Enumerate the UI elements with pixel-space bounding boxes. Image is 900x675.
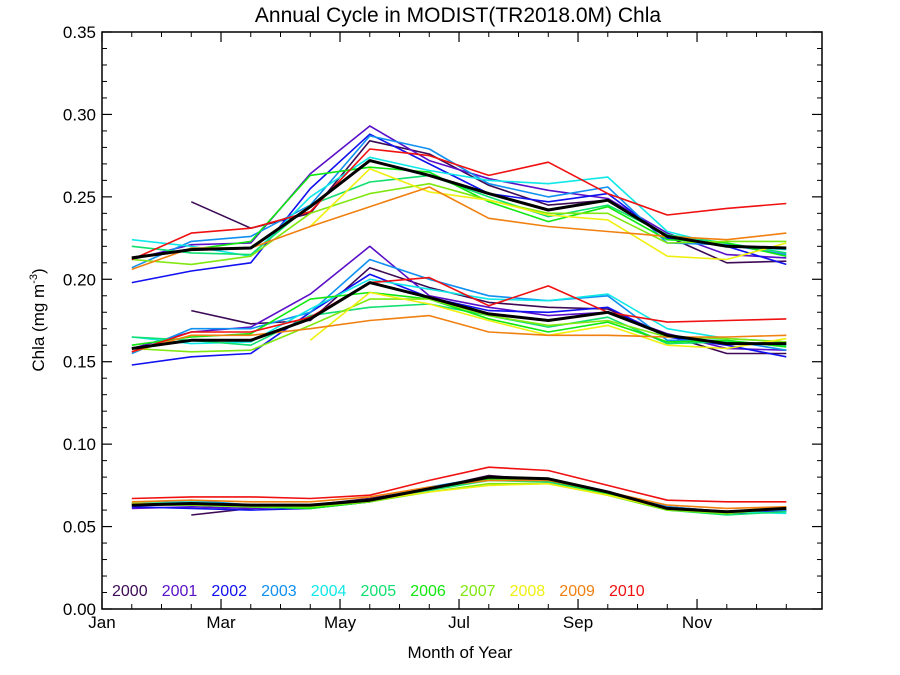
series-line-2007-group3 bbox=[131, 482, 787, 515]
legend-label-2007: 2007 bbox=[460, 583, 496, 600]
y-axis-title: Chla (mg m-3) bbox=[28, 268, 48, 371]
x-tick-label: Nov bbox=[682, 613, 713, 632]
x-axis-title: Month of Year bbox=[408, 643, 513, 662]
legend: 2000 2001 2002 2003 2004 2005 2006 2007 2008 2009… bbox=[112, 583, 645, 600]
y-tick-label: 0.30 bbox=[63, 105, 96, 124]
x-tick-label: Jul bbox=[448, 613, 470, 632]
y-tick-label: 0.20 bbox=[63, 270, 96, 289]
series-line-mean-group2 bbox=[131, 281, 787, 350]
legend-label-2009: 2009 bbox=[559, 583, 595, 600]
series-line-mean-group1 bbox=[131, 159, 787, 260]
series-line-2002-group1 bbox=[131, 133, 787, 284]
y-tick-label: 0.10 bbox=[63, 435, 96, 454]
y-tick-label: 0.05 bbox=[63, 518, 96, 537]
series-line-2010-group1 bbox=[131, 148, 787, 261]
legend-label-2002: 2002 bbox=[211, 583, 247, 600]
x-tick-label: May bbox=[324, 613, 357, 632]
series-line-2006-group1 bbox=[131, 166, 787, 259]
chart-title: Annual Cycle in MODIST(TR2018.0M) Chla bbox=[255, 4, 661, 27]
legend-label-2003: 2003 bbox=[261, 583, 297, 600]
series-layer bbox=[131, 125, 787, 516]
legend-label-2010: 2010 bbox=[609, 583, 645, 600]
y-tick-label: 0.35 bbox=[63, 23, 96, 42]
series-line-mean-group3 bbox=[131, 475, 787, 514]
axes-layer: 0.00 0.05 0.10 0.15 0.20 0.25 0.30 0.35 Jan Mar Ma… bbox=[63, 23, 822, 632]
legend-label-2008: 2008 bbox=[510, 583, 546, 600]
legend-label-2004: 2004 bbox=[311, 583, 347, 600]
legend-label-2005: 2005 bbox=[361, 583, 397, 600]
legend-label-2000: 2000 bbox=[112, 583, 148, 600]
plot-frame bbox=[101, 31, 823, 610]
y-tick-label: 0.25 bbox=[63, 188, 96, 207]
series-line-2002-group2 bbox=[131, 273, 787, 366]
legend-label-2001: 2001 bbox=[162, 583, 198, 600]
x-tick-label: Jan bbox=[88, 613, 115, 632]
series-line-2000-group1 bbox=[190, 140, 787, 264]
series-line-2007-group1 bbox=[131, 182, 787, 266]
series-line-2003-group2 bbox=[131, 258, 787, 355]
x-tick-label: Sep bbox=[563, 613, 593, 632]
series-line-2010-group3 bbox=[131, 466, 787, 503]
series-line-2004-group2 bbox=[131, 278, 787, 345]
series-line-2006-group2 bbox=[131, 291, 787, 348]
x-tick-label: Mar bbox=[206, 613, 236, 632]
series-line-2008-group1 bbox=[309, 168, 787, 261]
legend-label-2006: 2006 bbox=[410, 583, 446, 600]
series-line-2010-group2 bbox=[131, 276, 787, 353]
y-tick-label: 0.00 bbox=[63, 600, 96, 619]
y-tick-label: 0.15 bbox=[63, 353, 96, 372]
